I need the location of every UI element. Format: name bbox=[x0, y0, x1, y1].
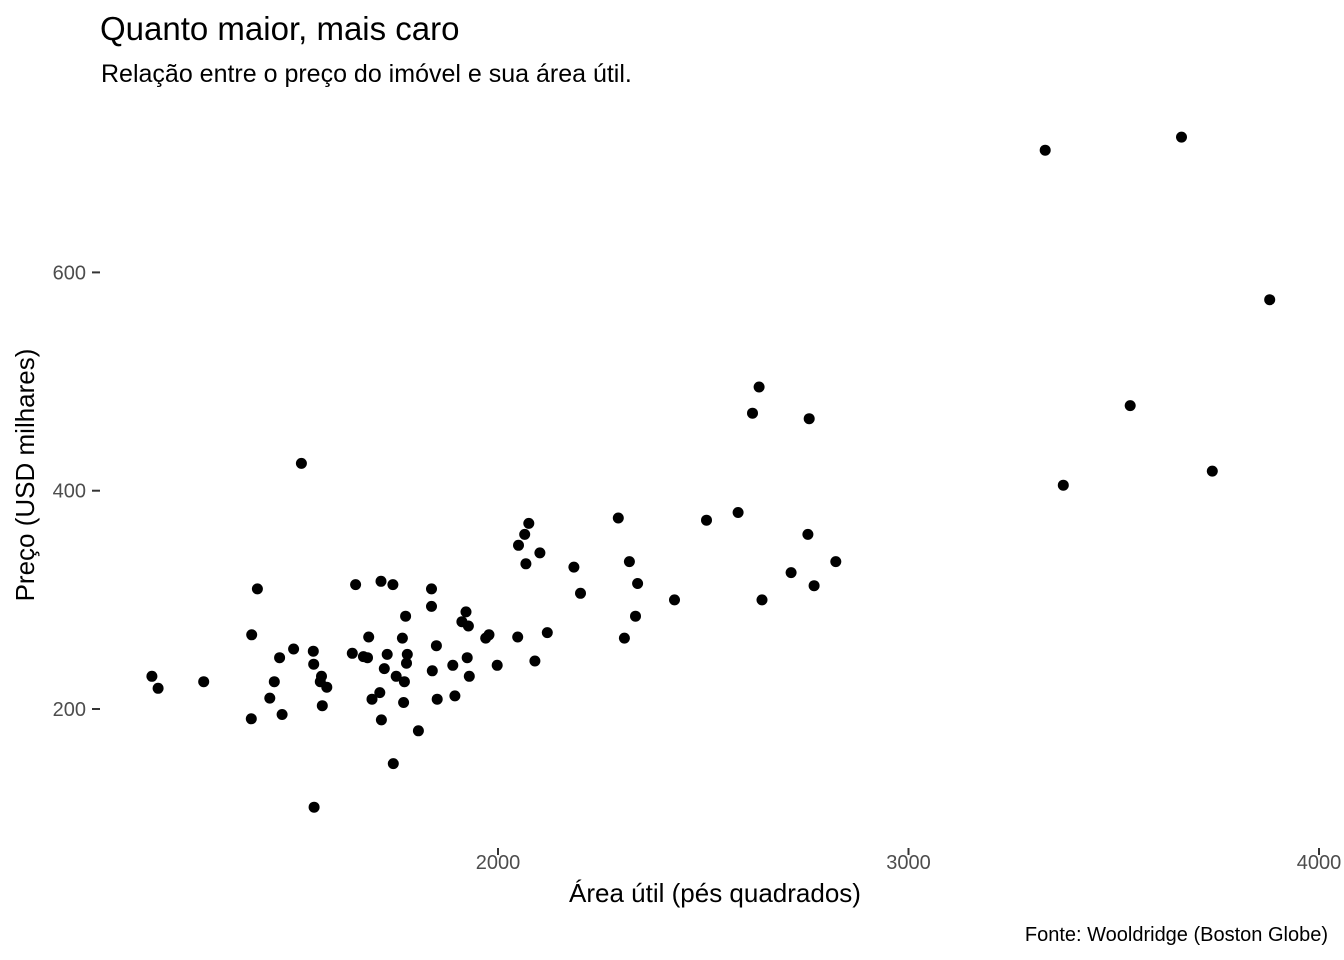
data-point bbox=[387, 579, 399, 591]
data-point bbox=[431, 693, 443, 705]
data-point bbox=[1057, 479, 1069, 491]
data-point bbox=[400, 610, 412, 622]
data-point bbox=[288, 643, 300, 655]
data-point bbox=[401, 657, 412, 669]
data-point bbox=[152, 682, 164, 694]
data-point bbox=[1124, 400, 1136, 412]
chart-subtitle: Relação entre o preço do imóvel e sua ár… bbox=[101, 60, 632, 88]
data-point bbox=[401, 648, 413, 660]
data-point bbox=[314, 676, 326, 688]
data-point bbox=[1206, 465, 1218, 477]
data-point bbox=[251, 583, 263, 595]
chart-caption: Fonte: Wooldridge (Boston Globe) bbox=[1025, 924, 1328, 946]
data-point bbox=[346, 647, 358, 659]
data-point bbox=[426, 665, 438, 677]
data-point bbox=[568, 561, 580, 573]
data-point bbox=[575, 587, 586, 599]
data-point bbox=[274, 652, 286, 664]
data-point bbox=[785, 567, 797, 579]
data-point bbox=[449, 690, 461, 702]
y-tick-label: 200 bbox=[53, 699, 86, 721]
data-point bbox=[308, 658, 320, 670]
data-point bbox=[295, 457, 307, 469]
data-point bbox=[456, 616, 468, 628]
data-point bbox=[268, 676, 280, 688]
data-point bbox=[307, 645, 319, 657]
data-point bbox=[447, 659, 459, 671]
data-point bbox=[276, 709, 288, 720]
data-point bbox=[198, 676, 210, 688]
data-point bbox=[618, 632, 630, 644]
data-point bbox=[363, 631, 375, 643]
data-point bbox=[747, 407, 758, 419]
chart-title: Quanto maior, mais caro bbox=[100, 10, 460, 47]
data-point bbox=[523, 517, 535, 529]
data-point bbox=[398, 697, 410, 708]
data-point bbox=[396, 632, 408, 644]
data-point bbox=[264, 692, 276, 704]
x-tick-label: 3000 bbox=[886, 852, 931, 874]
data-point bbox=[808, 580, 820, 592]
data-point bbox=[534, 547, 546, 559]
data-point bbox=[519, 528, 531, 540]
x-tick-label: 2000 bbox=[476, 852, 521, 874]
data-point bbox=[398, 676, 410, 688]
data-point bbox=[512, 631, 524, 643]
data-point bbox=[463, 670, 475, 682]
data-point bbox=[245, 713, 257, 725]
data-point bbox=[375, 714, 387, 726]
data-point bbox=[357, 651, 369, 663]
data-point bbox=[246, 629, 258, 641]
data-point bbox=[366, 693, 378, 705]
data-point bbox=[803, 413, 815, 425]
data-point bbox=[753, 381, 765, 393]
data-point bbox=[461, 652, 473, 664]
x-axis: 2000 3000 4000 bbox=[476, 848, 1342, 874]
data-point bbox=[316, 700, 328, 712]
data-point bbox=[802, 528, 814, 540]
data-point bbox=[491, 659, 503, 671]
data-point bbox=[460, 606, 472, 618]
y-tick-label: 400 bbox=[53, 481, 86, 503]
data-point bbox=[513, 539, 524, 551]
data-point bbox=[830, 556, 842, 568]
data-point bbox=[412, 725, 424, 737]
data-point bbox=[541, 627, 553, 639]
data-point bbox=[375, 575, 387, 587]
data-point bbox=[374, 687, 386, 699]
data-point bbox=[378, 663, 390, 675]
data-point bbox=[520, 558, 532, 570]
data-point bbox=[701, 514, 712, 526]
data-point bbox=[732, 507, 744, 518]
data-point bbox=[669, 594, 680, 606]
data-point bbox=[1039, 144, 1051, 156]
data-point bbox=[1264, 294, 1276, 306]
data-point bbox=[390, 670, 402, 682]
data-point bbox=[146, 670, 158, 682]
data-point bbox=[430, 640, 442, 652]
x-tick-label: 4000 bbox=[1297, 852, 1342, 874]
data-point bbox=[426, 583, 437, 595]
data-point bbox=[426, 600, 437, 612]
x-axis-title: Área útil (pés quadrados) bbox=[569, 878, 861, 908]
data-point bbox=[381, 648, 393, 660]
data-points bbox=[146, 131, 1276, 813]
data-point bbox=[623, 556, 635, 568]
data-point bbox=[387, 758, 399, 770]
data-point bbox=[756, 594, 768, 606]
data-point bbox=[612, 512, 624, 524]
data-point bbox=[529, 655, 541, 667]
y-axis: 200 400 600 bbox=[53, 262, 100, 721]
y-tick-label: 600 bbox=[53, 262, 86, 284]
data-point bbox=[630, 610, 641, 622]
data-point bbox=[308, 801, 320, 813]
y-axis-title: Preço (USD milhares) bbox=[10, 349, 40, 602]
data-point bbox=[632, 578, 644, 589]
data-point bbox=[1176, 131, 1187, 143]
data-point bbox=[350, 579, 362, 591]
data-point bbox=[480, 632, 492, 644]
